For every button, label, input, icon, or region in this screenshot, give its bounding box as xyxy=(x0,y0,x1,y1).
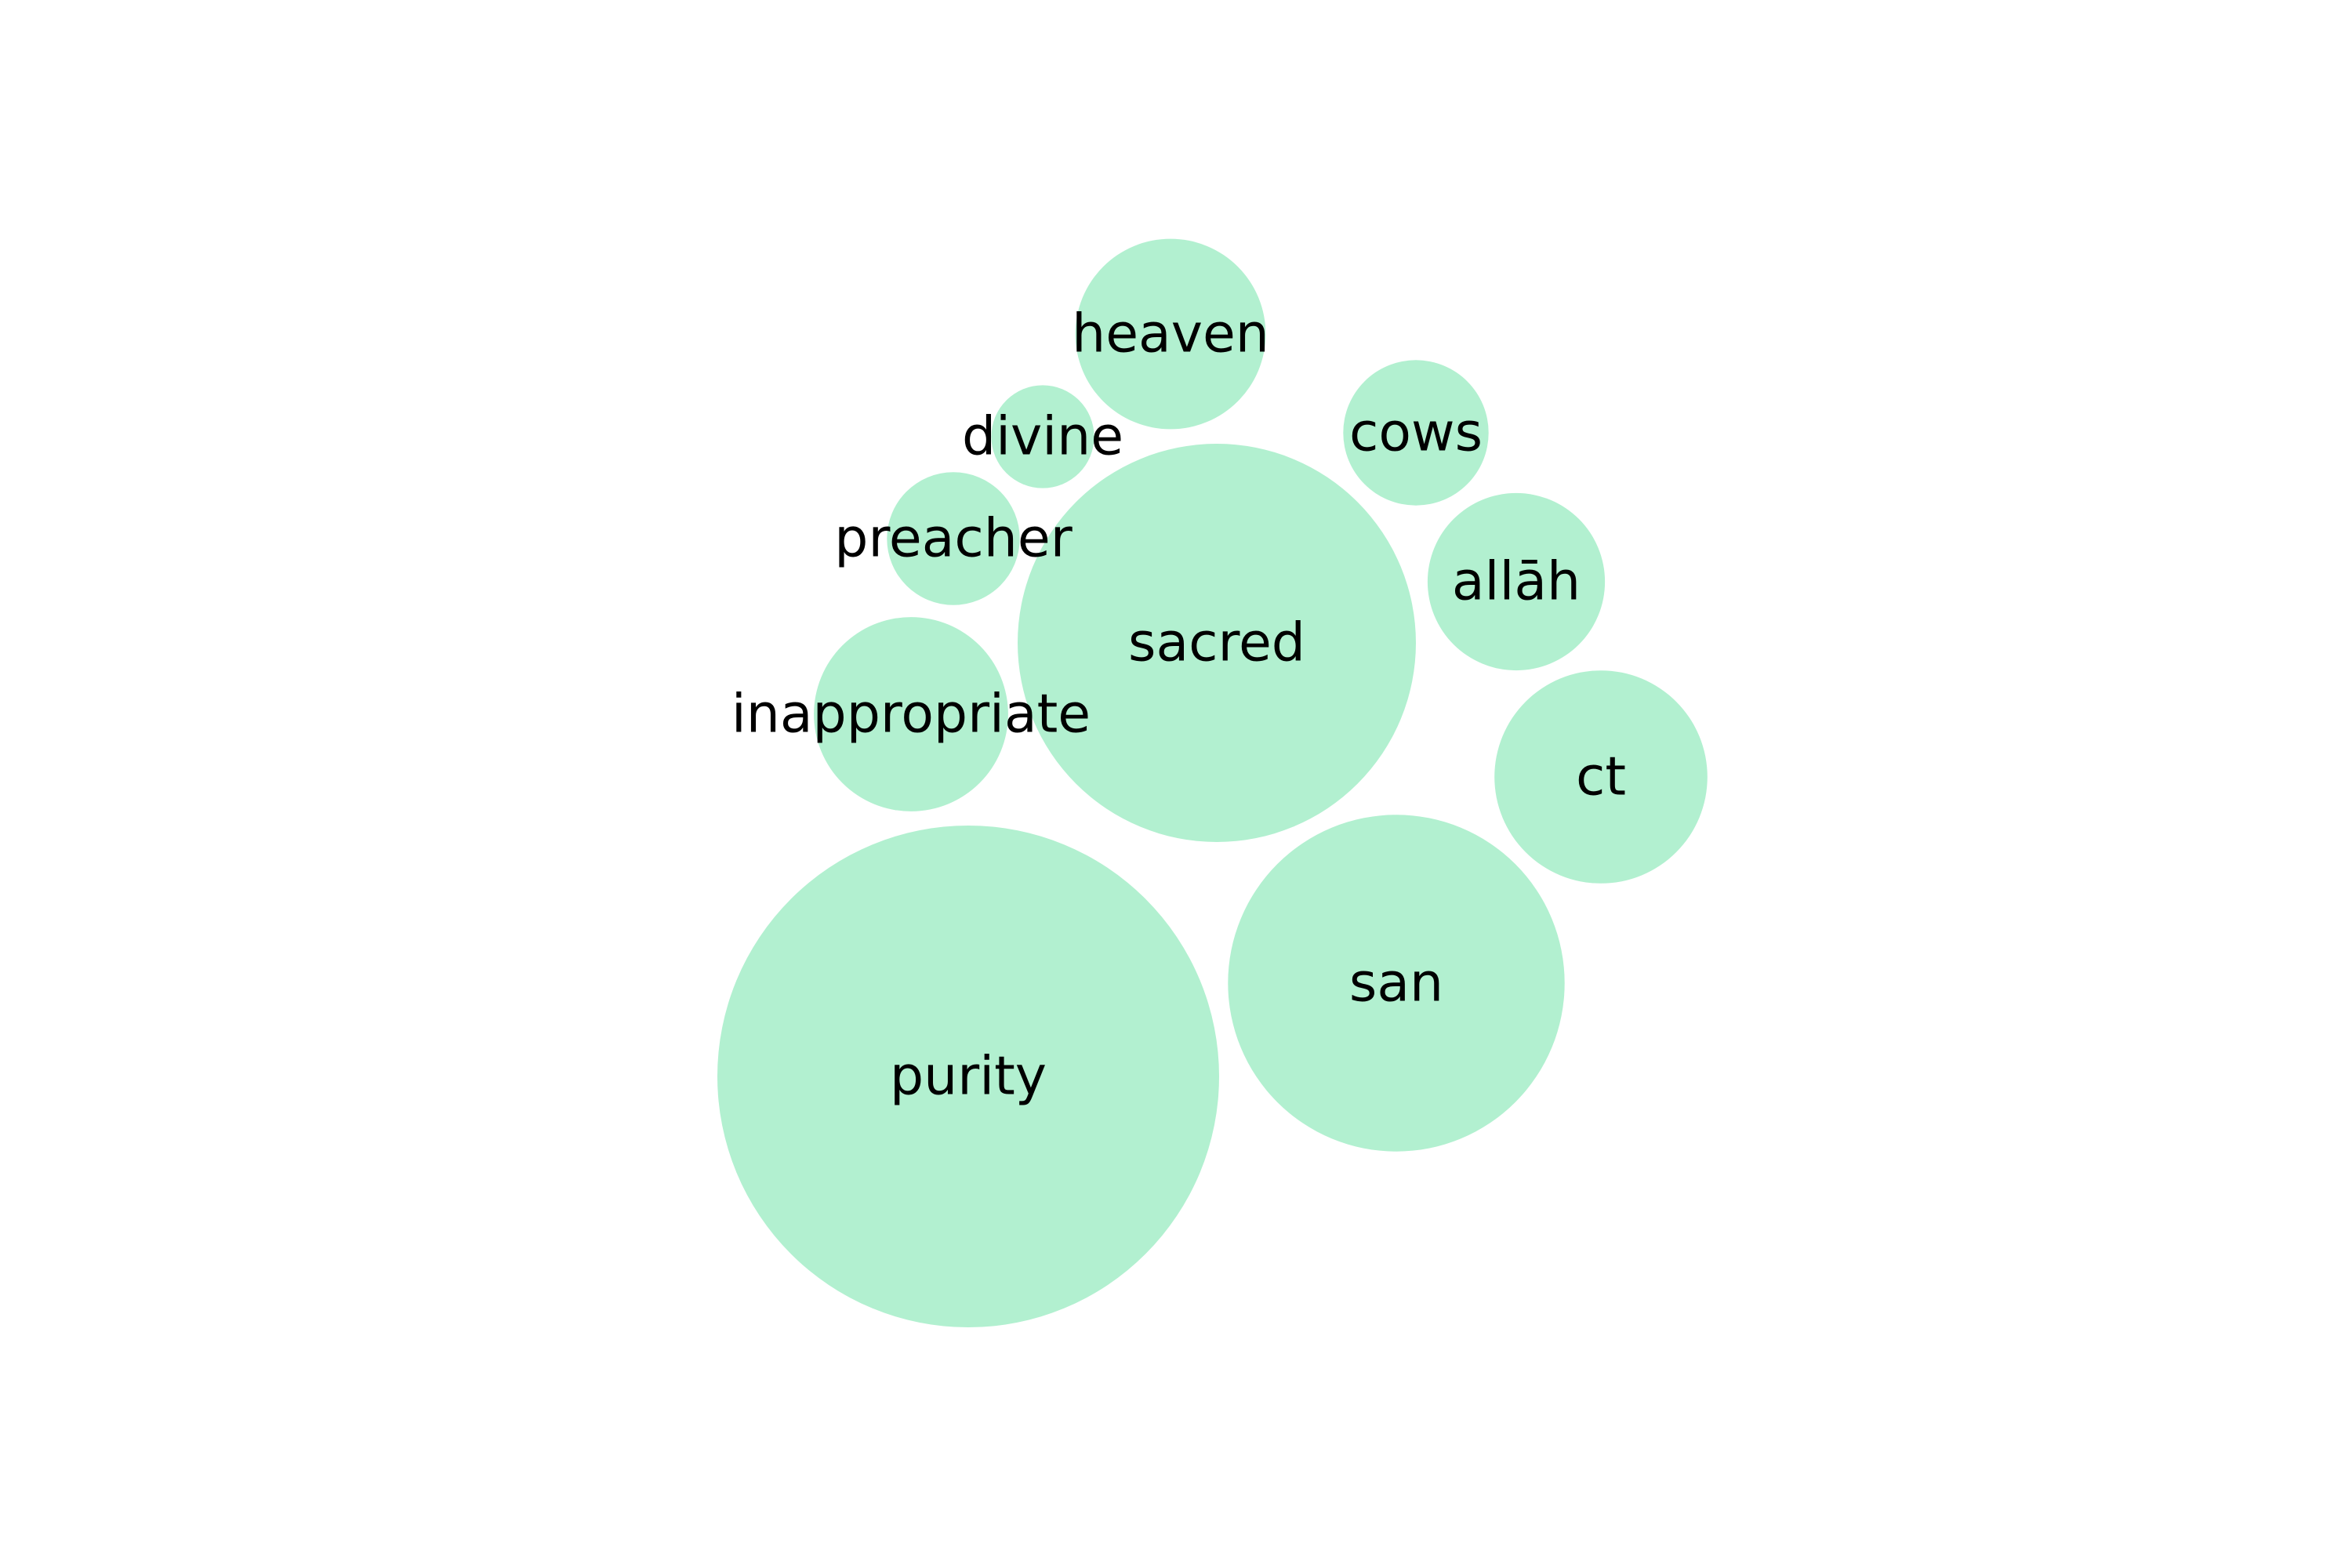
bubble-purity xyxy=(717,826,1219,1327)
bubble-label: san xyxy=(1349,953,1443,1014)
bubble-circle xyxy=(717,826,1219,1327)
bubble-san xyxy=(1228,815,1565,1152)
bubble-label: heaven xyxy=(1072,303,1269,365)
bubble-label: cows xyxy=(1349,402,1483,464)
bubble-label: preacher xyxy=(834,508,1072,570)
bubble-circle xyxy=(1228,815,1565,1152)
bubble-circle xyxy=(887,472,1020,605)
bubble-circle xyxy=(1494,670,1708,884)
bubble-circle xyxy=(1018,444,1416,842)
bubble-circle xyxy=(1343,360,1489,506)
bubble-label: ct xyxy=(1576,746,1626,808)
bubble-label: allāh xyxy=(1452,551,1581,613)
bubble-inappropriate xyxy=(814,617,1008,811)
bubble-alla-h xyxy=(1427,492,1606,671)
bubbles-layer: purity sacred san ct inappropriate heaven allā… xyxy=(717,238,1708,1327)
bubble-label: purity xyxy=(890,1046,1047,1108)
bubble-divine xyxy=(991,385,1094,488)
bubble-label: sacred xyxy=(1128,612,1305,674)
bubble-cows xyxy=(1343,360,1489,506)
bubble-ct xyxy=(1494,670,1708,884)
bubble-circle xyxy=(1075,238,1266,430)
bubble-preacher xyxy=(887,472,1020,605)
bubble-circle xyxy=(991,385,1094,488)
bubble-sacred xyxy=(1018,444,1416,842)
bubble-label: divine xyxy=(962,406,1123,468)
bubble-heaven xyxy=(1075,238,1266,430)
bubble-label: inappropriate xyxy=(731,684,1091,746)
bubble-circle xyxy=(814,617,1008,811)
bubble-circle xyxy=(1427,492,1606,671)
